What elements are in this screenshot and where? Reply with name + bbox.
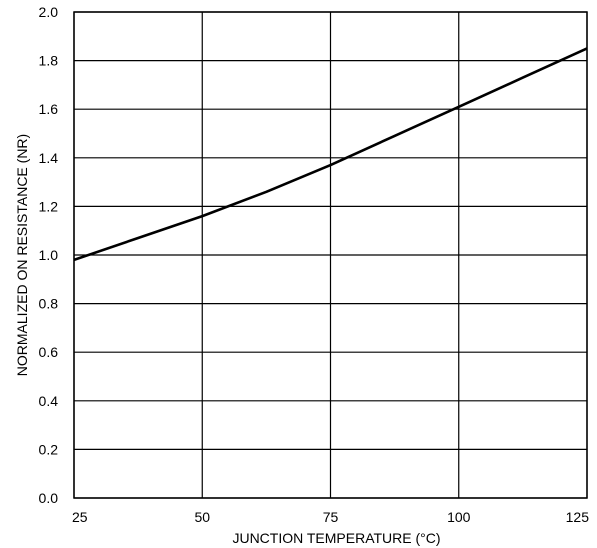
grid xyxy=(73,11,588,499)
y-tick-label: 0.8 xyxy=(39,296,59,312)
x-tick-labels: 25 50 75 100 125 xyxy=(72,509,589,525)
y-tick-labels: 0.0 0.2 0.4 0.6 0.8 1.0 1.2 1.4 1.6 1.8 2.0 xyxy=(39,4,59,506)
y-tick-label: 1.8 xyxy=(39,53,59,69)
plot-frame xyxy=(73,11,588,499)
x-tick-label: 75 xyxy=(323,509,339,525)
y-tick-label: 2.0 xyxy=(39,4,59,20)
x-tick-label: 50 xyxy=(194,509,210,525)
series-group xyxy=(73,47,588,262)
y-tick-label: 0.2 xyxy=(39,441,59,457)
series-line xyxy=(73,47,588,262)
x-axis-label: JUNCTION TEMPERATURE (°C) xyxy=(232,530,440,546)
x-tick-label: 125 xyxy=(566,509,590,525)
x-tick-label: 100 xyxy=(447,509,471,525)
y-tick-label: 1.0 xyxy=(39,247,59,263)
y-tick-label: 0.6 xyxy=(39,344,59,360)
y-tick-label: 1.6 xyxy=(39,101,59,117)
y-axis-label: NORMALIZED ON RESISTANCE (NR) xyxy=(14,134,30,376)
x-tick-label: 25 xyxy=(72,509,88,525)
y-tick-label: 1.2 xyxy=(39,198,59,214)
y-tick-label: 1.4 xyxy=(39,150,59,166)
y-tick-label: 0.4 xyxy=(39,393,59,409)
y-tick-label: 0.0 xyxy=(39,490,59,506)
